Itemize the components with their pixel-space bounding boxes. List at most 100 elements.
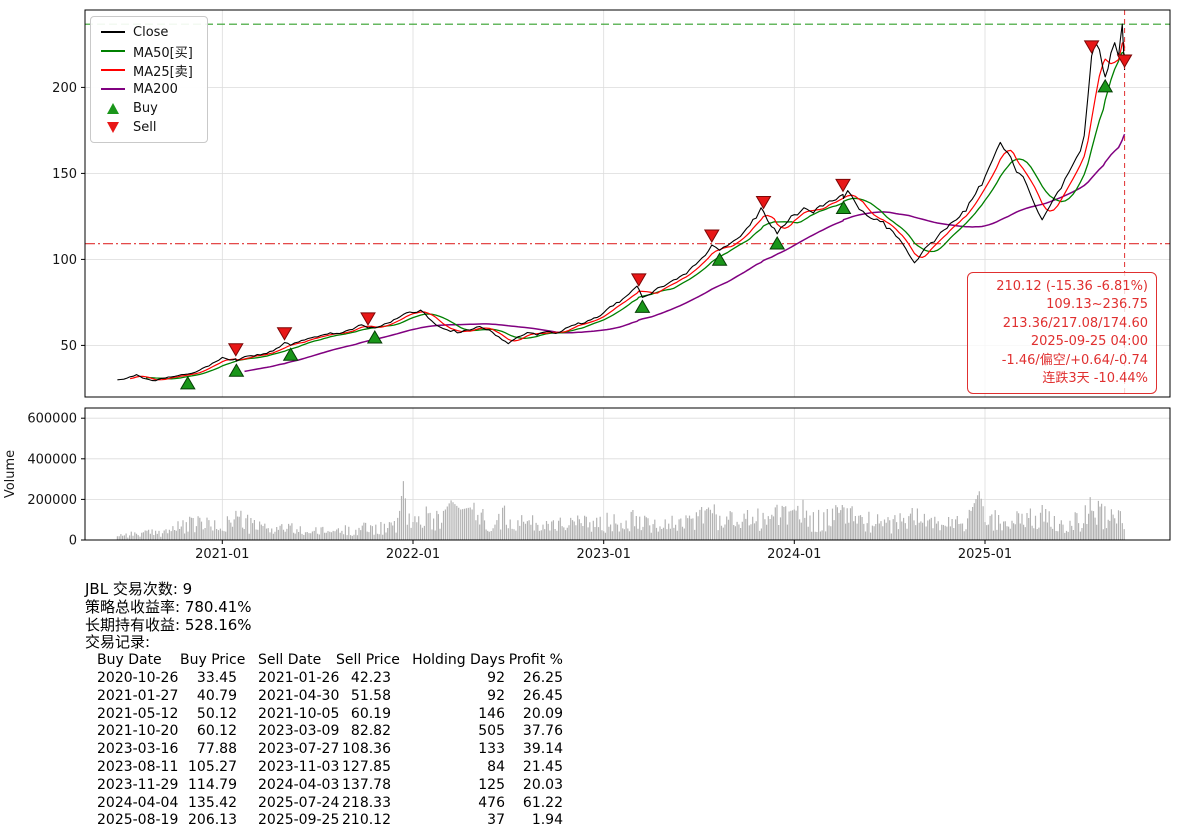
trade-cell: 20.09 [522,705,563,722]
legend: Close MA50[买] MA25[卖] MA200 Buy Sell [90,16,208,143]
strategy-return-line: 策略总收益率: 780.41% [85,597,252,616]
volume-axes-border [84,407,1171,541]
trade-cell: 2021-04-30 [258,687,340,704]
volume-axis-label: Volume [3,450,18,498]
volume-y-tick-label: 400000 [27,452,77,467]
close-line-swatch-icon [101,31,125,33]
annotation-ma-values: 213.36/217.08/174.60 [1002,315,1148,331]
sell-marker [703,229,720,243]
price-y-tick-label: 150 [52,167,77,182]
close-line [117,23,1126,382]
legend-item-ma25: MA25[卖] [101,62,193,80]
sell-marker [630,273,647,287]
sell-marker-icon [101,121,125,133]
trade-cell: 2023-07-27 [258,741,340,758]
trade-cell: 135.42 [188,794,237,811]
trade-row: 2024-04-04 135.42 2025-07-24 218.33 476 61.22 [97,795,563,813]
trades-header-col-1: Buy Price [180,652,246,669]
trade-cell: 40.79 [196,687,237,704]
trade-row: 2021-01-27 40.79 2021-04-30 51.58 92 26.45 [97,688,563,706]
annotation-timestamp: 2025-09-25 04:00 [1030,334,1148,350]
trade-cell: 51.58 [350,687,391,704]
legend-item-ma50: MA50[买] [101,43,193,61]
buy-markers [179,78,1114,390]
trade-cell: 61.22 [522,794,563,811]
legend-label: Buy [133,100,158,116]
trade-cell: 105.27 [188,758,237,775]
sell-marker [1116,54,1133,68]
trade-cell: 476 [478,794,505,811]
trade-cell: 146 [478,705,505,722]
trade-cell: 206.13 [188,812,237,829]
trades-header-col-0: Buy Date [97,652,162,669]
sell-markers [227,40,1133,357]
trade-cell: 26.45 [522,687,563,704]
buy-marker [1097,78,1114,93]
trade-records-label: 交易记录: [85,633,151,652]
trade-cell: 127.85 [342,758,391,775]
legend-label: Sell [133,119,157,135]
volume-y-tick-label: 200000 [27,493,77,508]
price-chart-svg: 50 100 150 200 [52,9,1171,398]
trade-cell: 60.12 [196,723,237,740]
trade-cell: 21.45 [522,758,563,775]
trade-cell: 2020-10-26 [97,669,179,686]
legend-label: MA50[买] [133,45,193,61]
volume-y-tick-label: 600000 [27,412,77,427]
trade-cell: 137.78 [342,776,391,793]
ma25-line [129,41,1126,381]
trade-cell: 218.33 [342,794,391,811]
sell-marker [227,343,244,357]
legend-label: MA200 [133,81,178,97]
buy-marker [711,252,728,266]
buy-marker-icon [101,102,125,114]
trade-cell: 42.23 [350,669,391,686]
trade-row: 2020-10-26 33.45 2021-01-26 42.23 92 26.25 [97,670,563,688]
trade-cell: 133 [478,741,505,758]
trade-cell: 210.12 [342,812,391,829]
annotation-range: 109.13~236.75 [1046,297,1148,313]
trade-cell: 2023-11-29 [97,776,179,793]
legend-item-ma200: MA200 [101,81,193,97]
x-tick-label: 2023-01 [577,547,631,562]
buy-marker [282,347,299,361]
price-axes-border [84,9,1171,398]
sell-marker [276,327,293,341]
trade-cell: 2024-04-03 [258,776,340,793]
legend-label: MA25[卖] [133,64,193,80]
trade-cell: 2023-03-16 [97,741,179,758]
x-tick-label: 2021-01 [195,547,249,562]
price-y-tick-label: 50 [60,339,77,354]
trade-cell: 2025-09-25 [258,812,340,829]
trades-header-col-3: Sell Price [336,652,400,669]
legend-label: Close [133,24,169,40]
trade-cell: 37.76 [522,723,563,740]
trade-row: 2025-08-19 206.13 2025-09-25 210.12 37 1.94 [97,812,563,830]
x-axis: 2021-01 2022-01 2023-01 2024-01 2025-01 [195,540,1012,562]
sell-marker [1083,40,1100,54]
trade-cell: 39.14 [522,741,563,758]
trade-cell: 2021-01-26 [258,669,340,686]
trade-cell: 92 [487,669,505,686]
volume-chart-svg: 0 200000 400000 600000 2021-01 2022-01 2023-01… [3,407,1171,562]
trade-cell: 84 [487,758,505,775]
trade-cell: 2025-08-19 [97,812,179,829]
x-tick-label: 2022-01 [386,547,440,562]
hold-return-line: 长期持有收益: 528.16% [85,615,252,634]
annotation-streak: 连跌3天 -10.44% [1042,371,1148,387]
trade-cell: 2023-08-11 [97,758,179,775]
trade-cell: 125 [478,776,505,793]
price-y-tick-label: 100 [52,253,77,268]
trade-cell: 2023-03-09 [258,723,340,740]
buy-marker [228,363,245,377]
buy-marker [769,236,786,250]
trade-row: 2023-08-11 105.27 2023-11-03 127.85 84 21.45 [97,759,563,777]
ma200-line-swatch-icon [101,88,125,90]
buy-marker [366,330,383,344]
buy-marker [835,200,852,214]
trade-cell: 114.79 [188,776,237,793]
trades-table: Buy Date Buy Price Sell Date Sell Price Hold… [85,652,563,830]
trade-cell: 20.03 [522,776,563,793]
sell-marker [755,196,772,210]
